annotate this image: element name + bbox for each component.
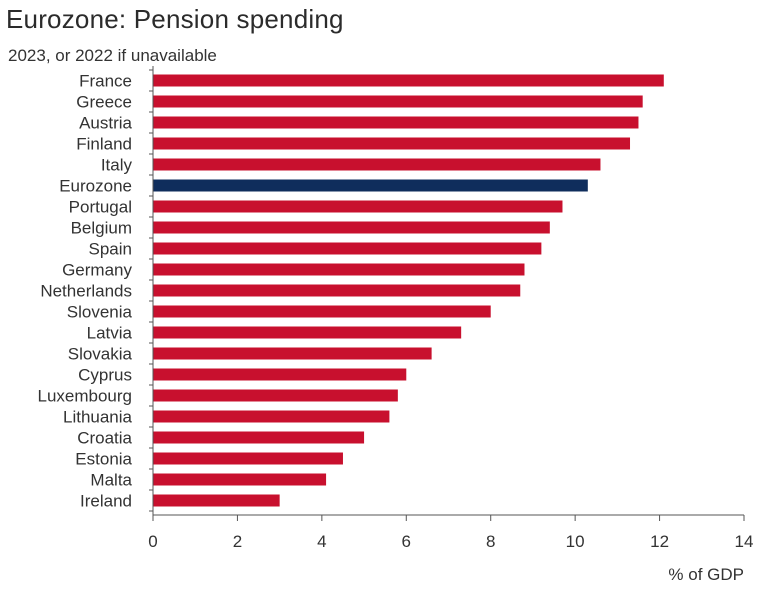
chart-title: Eurozone: Pension spending bbox=[6, 4, 344, 34]
x-tick-label: 14 bbox=[735, 532, 754, 551]
x-tick-label: 8 bbox=[486, 532, 495, 551]
x-tick-label: 12 bbox=[650, 532, 669, 551]
category-label: Portugal bbox=[69, 198, 132, 217]
bar-austria bbox=[153, 116, 639, 129]
bar-italy bbox=[153, 158, 601, 171]
bar-portugal bbox=[153, 200, 563, 213]
category-label: Croatia bbox=[77, 429, 132, 448]
bar-luxembourg bbox=[153, 389, 398, 402]
category-label: Eurozone bbox=[59, 177, 132, 196]
category-label: Greece bbox=[76, 93, 132, 112]
category-label: Estonia bbox=[75, 450, 132, 469]
category-label: Cyprus bbox=[78, 366, 132, 385]
category-label: Slovenia bbox=[67, 303, 133, 322]
category-label: Netherlands bbox=[40, 282, 132, 301]
bar-malta bbox=[153, 473, 327, 486]
category-label: Ireland bbox=[80, 492, 132, 511]
x-tick-label: 0 bbox=[148, 532, 157, 551]
bar-ireland bbox=[153, 494, 280, 507]
chart-subtitle: 2023, or 2022 if unavailable bbox=[8, 46, 217, 65]
category-label: Belgium bbox=[71, 219, 132, 238]
category-label: Finland bbox=[76, 135, 132, 154]
bar-belgium bbox=[153, 221, 550, 234]
bar-netherlands bbox=[153, 284, 521, 297]
category-label: Slovakia bbox=[68, 345, 133, 364]
bar-croatia bbox=[153, 431, 365, 444]
bar-slovenia bbox=[153, 305, 491, 318]
bar-greece bbox=[153, 95, 643, 108]
category-label: Latvia bbox=[87, 324, 133, 343]
bar-finland bbox=[153, 137, 631, 150]
category-label: Malta bbox=[90, 471, 132, 490]
category-label: Germany bbox=[62, 261, 132, 280]
x-tick-label: 6 bbox=[402, 532, 411, 551]
bar-france bbox=[153, 74, 664, 87]
bar-slovakia bbox=[153, 347, 432, 360]
x-tick-label: 2 bbox=[233, 532, 242, 551]
category-label: Luxembourg bbox=[37, 387, 132, 406]
bar-cyprus bbox=[153, 368, 407, 381]
category-label: Spain bbox=[89, 240, 132, 259]
bar-eurozone bbox=[153, 179, 588, 192]
bar-spain bbox=[153, 242, 542, 255]
bar-estonia bbox=[153, 452, 343, 465]
category-label: Italy bbox=[101, 156, 133, 175]
bar-germany bbox=[153, 263, 525, 276]
x-tick-label: 4 bbox=[317, 532, 326, 551]
category-label: Lithuania bbox=[63, 408, 133, 427]
bar-lithuania bbox=[153, 410, 390, 423]
category-label: Austria bbox=[79, 114, 132, 133]
x-tick-label: 10 bbox=[566, 532, 585, 551]
category-label: France bbox=[79, 72, 132, 91]
x-axis-label: % of GDP bbox=[668, 565, 744, 584]
bar-latvia bbox=[153, 326, 462, 339]
